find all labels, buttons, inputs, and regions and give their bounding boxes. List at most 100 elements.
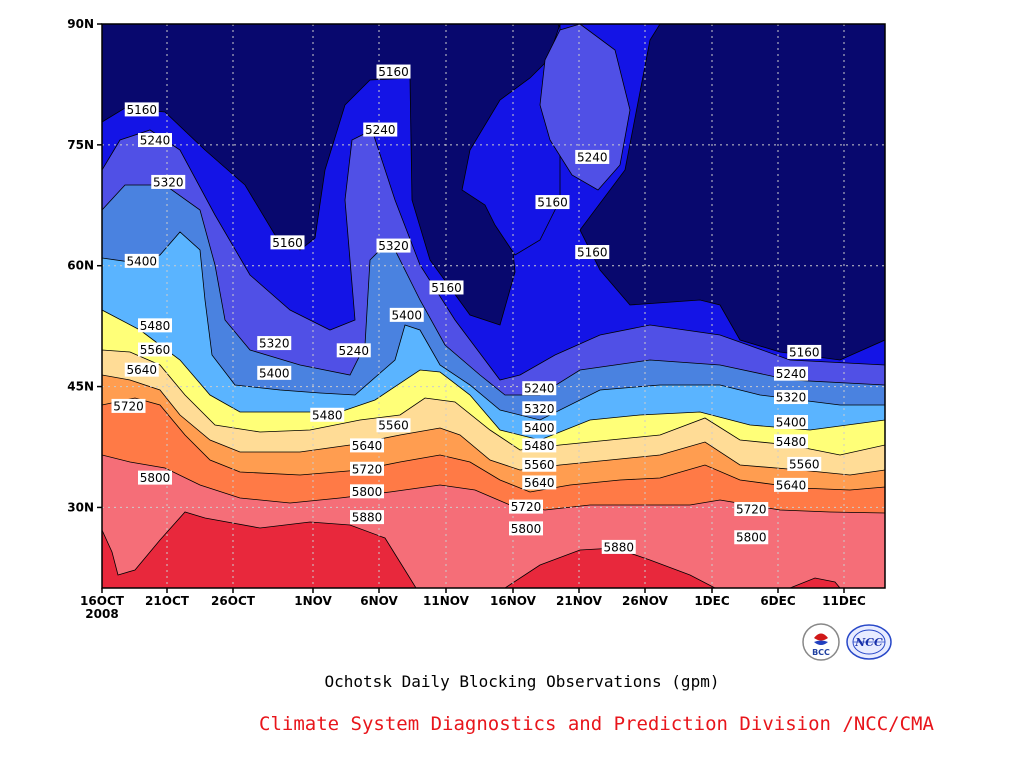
contour-label: 5240 [774, 366, 808, 381]
x-tick-label: 6NOV [360, 594, 398, 608]
contour-label: 5560 [787, 456, 822, 471]
y-tick-label: 90N [67, 17, 94, 31]
contour-label: 5720 [350, 461, 384, 476]
contour-label: 5320 [151, 174, 186, 189]
y-tick-label: 45N [67, 380, 94, 394]
svg-text:5240: 5240 [365, 123, 396, 137]
contour-label: 5320 [257, 336, 292, 351]
plot-area [102, 24, 885, 588]
y-tick-label: 75N [67, 138, 94, 152]
contour-label: 5720 [509, 499, 543, 514]
contour-label: 5480 [522, 438, 557, 453]
contour-label: 5480 [138, 318, 172, 333]
contour-label: 5160 [535, 195, 570, 210]
x-tick-label: 16NOV [490, 594, 537, 608]
contour-label: 5240 [575, 149, 610, 164]
x-tick-label: 11NOV [423, 594, 470, 608]
contour-label: 5160 [124, 102, 159, 117]
contour-label: 5400 [774, 415, 808, 430]
svg-text:5560: 5560 [140, 343, 171, 357]
svg-text:5160: 5160 [272, 236, 303, 250]
svg-text:5640: 5640 [126, 363, 157, 377]
svg-text:5320: 5320 [378, 239, 409, 253]
svg-text:5240: 5240 [776, 367, 807, 381]
svg-text:5160: 5160 [378, 65, 409, 79]
contour-label: 5720 [111, 398, 146, 413]
svg-text:5160: 5160 [577, 246, 608, 260]
contour-label: 5480 [310, 407, 345, 422]
bcc-logo: BCC [801, 622, 841, 662]
contour-labels: 5160 5240 5320 5400 5480 5560 5640 5720 5800 5160… [111, 64, 822, 554]
svg-text:5560: 5560 [524, 458, 555, 472]
svg-text:5160: 5160 [789, 345, 820, 359]
svg-text:5240: 5240 [338, 344, 369, 358]
svg-text:5720: 5720 [736, 503, 767, 517]
svg-text:5640: 5640 [524, 476, 555, 490]
contour-label: 5400 [389, 307, 424, 322]
contour-label: 5400 [257, 365, 292, 380]
contour-label: 5800 [509, 521, 543, 536]
svg-text:5400: 5400 [259, 366, 290, 380]
contour-label: 5400 [124, 253, 159, 268]
x-tick-label: 2008 [85, 607, 118, 621]
x-tick-label: 1NOV [294, 594, 332, 608]
svg-text:5640: 5640 [776, 478, 807, 492]
x-tick-label: 16OCT [80, 594, 125, 608]
contour-label: 5560 [376, 418, 411, 433]
svg-text:5320: 5320 [153, 175, 184, 189]
svg-text:5800: 5800 [352, 485, 383, 499]
contour-label: 5800 [734, 530, 769, 545]
svg-text:5400: 5400 [776, 416, 807, 430]
contour-label: 5800 [138, 470, 172, 485]
gridlines [102, 24, 885, 588]
svg-text:5160: 5160 [126, 103, 157, 117]
contour-label: 5640 [350, 438, 384, 453]
contour-label: 5160 [429, 280, 464, 295]
contour-label: 5320 [774, 390, 808, 405]
ncc-logo: NCC [845, 622, 893, 662]
bcc-logo-text: BCC [812, 648, 830, 657]
svg-text:5400: 5400 [391, 308, 422, 322]
credit-line: Climate System Diagnostics and Predictio… [259, 713, 934, 735]
plot-frame [101, 23, 886, 589]
y-tick-label: 60N [67, 259, 94, 273]
contour-label: 5400 [522, 420, 557, 435]
svg-text:5480: 5480 [524, 439, 555, 453]
svg-text:5400: 5400 [126, 254, 157, 268]
contour-label: 5480 [774, 434, 808, 449]
svg-text:5640: 5640 [352, 439, 383, 453]
svg-text:5160: 5160 [537, 196, 568, 210]
contour-label: 5160 [270, 235, 305, 250]
svg-text:5480: 5480 [312, 408, 343, 422]
x-tick-label: 26OCT [211, 594, 256, 608]
contour-label: 5160 [787, 344, 822, 359]
contour-label: 5240 [522, 381, 557, 396]
contour-label: 5640 [522, 475, 557, 490]
svg-text:5720: 5720 [113, 399, 144, 413]
x-tick-label: 21OCT [145, 594, 190, 608]
contour-label: 5880 [601, 539, 636, 554]
svg-text:5480: 5480 [776, 435, 807, 449]
y-tick-label: 30N [67, 500, 94, 514]
x-tick-label: 6DEC [760, 594, 796, 608]
island-5240-north [539, 24, 631, 191]
x-tick-label: 11DEC [822, 594, 866, 608]
contour-label: 5320 [522, 401, 557, 416]
x-tick-label: 26NOV [622, 594, 669, 608]
contour-label: 5160 [376, 64, 411, 79]
band-above-5880-east [504, 547, 716, 588]
band-above-5880-far-east [789, 577, 841, 588]
x-tick-label: 1DEC [694, 594, 730, 608]
contour-label: 5160 [575, 245, 610, 260]
svg-text:5880: 5880 [352, 511, 383, 525]
svg-text:5800: 5800 [736, 531, 767, 545]
contour-label: 5720 [734, 502, 769, 517]
chart-caption: Ochotsk Daily Blocking Observations (gpm… [324, 672, 720, 691]
contour-label: 5240 [138, 133, 172, 148]
band-above-5880-west [102, 511, 417, 588]
contour-label: 5240 [363, 122, 398, 137]
svg-text:5560: 5560 [789, 457, 820, 471]
svg-text:5800: 5800 [140, 471, 171, 485]
contour-label: 5560 [138, 342, 172, 357]
